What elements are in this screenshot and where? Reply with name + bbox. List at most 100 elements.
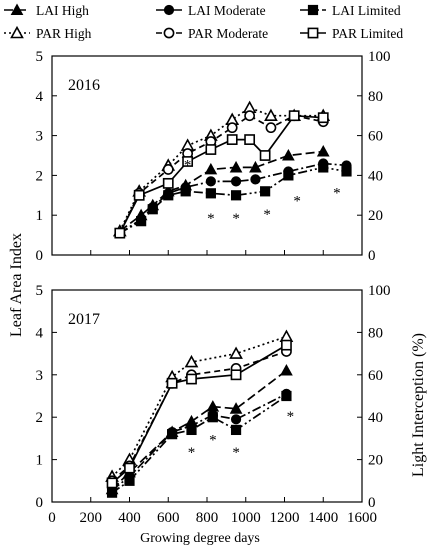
data-point: [283, 170, 294, 181]
significance-marker: *: [263, 207, 271, 223]
significance-marker: *: [333, 185, 341, 201]
data-point: [186, 373, 197, 385]
data-point: [207, 412, 218, 423]
y-tick-label-right: 0: [368, 248, 376, 264]
data-point: [106, 477, 118, 489]
x-tick-label: 600: [157, 510, 180, 526]
data-point: [316, 144, 330, 157]
y-tick-label-right: 60: [368, 129, 383, 145]
significance-marker: *: [207, 211, 215, 227]
data-point: [163, 190, 174, 201]
data-point: [282, 148, 295, 161]
y-axis-label-right: Light Interception (%): [410, 333, 427, 477]
data-point: [124, 475, 135, 486]
y-tick-label-left: 2: [36, 168, 44, 184]
y-tick-label-right: 20: [368, 453, 383, 469]
y-tick-label-right: 40: [368, 410, 383, 426]
significance-marker: *: [287, 409, 295, 425]
legend-item: LAI High: [4, 3, 89, 18]
y-tick-label-left: 0: [36, 248, 44, 264]
panel-year-label: 2016: [68, 77, 100, 94]
y-tick-label-right: 80: [368, 89, 383, 105]
data-point: [106, 487, 118, 498]
y-tick-label-right: 100: [368, 49, 391, 65]
y-tick-label-left: 4: [36, 325, 44, 341]
y-axis-label-left: Leaf Area Index: [8, 233, 25, 337]
x-axis-label: Growing degree days: [140, 531, 260, 546]
y-tick-label-right: 20: [368, 208, 383, 224]
data-point: [205, 144, 217, 155]
series-line: [111, 393, 287, 491]
data-point: [229, 160, 243, 173]
data-point: [147, 204, 158, 215]
y-tick-label-left: 1: [36, 208, 44, 224]
series: [106, 390, 292, 498]
series-line: [111, 369, 287, 490]
data-point: [230, 190, 242, 201]
legend-marker: [10, 25, 24, 39]
x-tick-label: 1200: [270, 510, 300, 526]
legend-label: LAI High: [36, 3, 89, 18]
data-point: [136, 216, 147, 227]
data-point: [186, 424, 197, 436]
data-point: [317, 112, 329, 124]
series: [114, 110, 329, 239]
data-point: [182, 156, 194, 167]
data-point: [184, 354, 199, 368]
y-tick-label-left: 3: [36, 129, 44, 145]
data-point: [230, 176, 242, 187]
data-point: [180, 186, 191, 197]
x-tick-label: 0: [48, 510, 56, 526]
series: [106, 388, 292, 496]
data-point: [259, 150, 271, 161]
series-line: [119, 114, 324, 234]
data-point: [250, 174, 261, 185]
legend: LAI High LAI Moderate LAI Limited PAR High P…: [4, 3, 403, 41]
data-point: [133, 189, 145, 201]
legend-marker: [10, 3, 24, 15]
legend-item: PAR Limited: [300, 26, 403, 41]
y-tick-label-left: 4: [36, 89, 44, 105]
legend-marker: [307, 27, 319, 39]
data-point: [279, 329, 294, 342]
series: [114, 110, 329, 239]
significance-marker: *: [209, 432, 217, 448]
x-tick-label: 1600: [347, 510, 377, 526]
legend-item: LAI Limited: [300, 3, 401, 18]
data-point: [230, 414, 242, 425]
data-point: [162, 164, 174, 175]
data-point: [281, 339, 292, 351]
legend-marker: [163, 4, 175, 16]
data-point: [244, 134, 256, 145]
data-point: [229, 346, 243, 359]
data-point: [229, 402, 243, 414]
data-point: [265, 122, 277, 134]
series-line: [119, 114, 324, 234]
y-tick-label-right: 100: [368, 283, 391, 299]
legend-label: PAR Limited: [332, 26, 403, 41]
x-tick-label: 800: [196, 510, 219, 526]
data-point: [260, 186, 271, 197]
y-tick-label-left: 5: [36, 49, 44, 65]
x-tick-label: 1000: [231, 510, 261, 526]
data-point: [244, 110, 256, 122]
chart-panels: 0 1 2 3 4 5 0 20 40 60 80 100 2016 * * * * * * 0 1 2 3 4 5 0 20 40 6…: [36, 49, 391, 526]
data-point: [124, 462, 135, 474]
data-point: [264, 108, 278, 121]
y-tick-label-right: 60: [368, 368, 383, 384]
y-tick-label-right: 40: [368, 168, 383, 184]
series-line: [111, 350, 287, 482]
x-tick-label: 400: [118, 510, 141, 526]
y-tick-label-right: 80: [368, 325, 383, 341]
data-point: [281, 390, 292, 402]
data-point: [167, 429, 178, 440]
legend-label: PAR High: [36, 26, 92, 41]
significance-marker: *: [232, 211, 240, 227]
significance-marker: *: [188, 445, 196, 461]
data-point: [226, 122, 238, 134]
data-point: [204, 162, 218, 175]
legend-marker: [163, 27, 175, 39]
y-tick-label-left: 1: [36, 453, 44, 469]
data-point: [205, 188, 216, 199]
